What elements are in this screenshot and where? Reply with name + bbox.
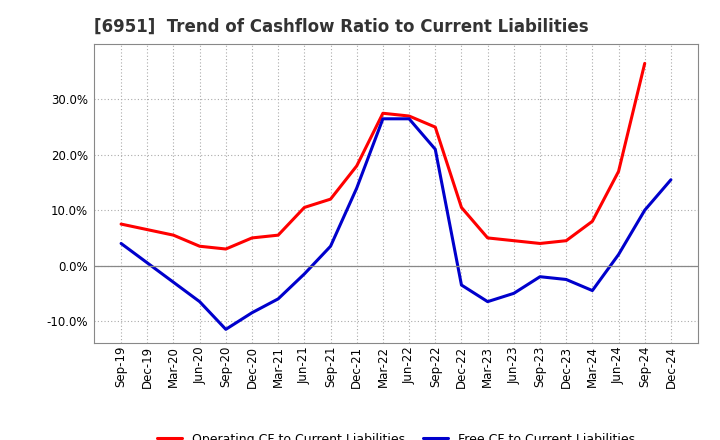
Text: [6951]  Trend of Cashflow Ratio to Current Liabilities: [6951] Trend of Cashflow Ratio to Curren… — [94, 18, 588, 36]
Operating CF to Current Liabilities — [483, 235, 492, 241]
Free CF to Current Liabilities — [222, 327, 230, 332]
Operating CF to Current Liabilities — [614, 169, 623, 174]
Operating CF to Current Liabilities — [457, 205, 466, 210]
Operating CF to Current Liabilities — [248, 235, 256, 241]
Operating CF to Current Liabilities — [326, 197, 335, 202]
Free CF to Current Liabilities — [379, 116, 387, 121]
Operating CF to Current Liabilities — [300, 205, 309, 210]
Operating CF to Current Liabilities — [143, 227, 152, 232]
Operating CF to Current Liabilities — [536, 241, 544, 246]
Operating CF to Current Liabilities — [562, 238, 570, 243]
Free CF to Current Liabilities — [562, 277, 570, 282]
Line: Operating CF to Current Liabilities: Operating CF to Current Liabilities — [121, 63, 644, 249]
Operating CF to Current Liabilities — [588, 219, 597, 224]
Free CF to Current Liabilities — [195, 299, 204, 304]
Legend: Operating CF to Current Liabilities, Free CF to Current Liabilities: Operating CF to Current Liabilities, Fre… — [151, 428, 641, 440]
Free CF to Current Liabilities — [300, 271, 309, 277]
Free CF to Current Liabilities — [510, 291, 518, 296]
Free CF to Current Liabilities — [405, 116, 413, 121]
Operating CF to Current Liabilities — [431, 125, 440, 130]
Operating CF to Current Liabilities — [405, 114, 413, 119]
Operating CF to Current Liabilities — [117, 221, 125, 227]
Line: Free CF to Current Liabilities: Free CF to Current Liabilities — [121, 119, 671, 330]
Operating CF to Current Liabilities — [379, 110, 387, 116]
Free CF to Current Liabilities — [457, 282, 466, 288]
Free CF to Current Liabilities — [326, 244, 335, 249]
Operating CF to Current Liabilities — [352, 163, 361, 169]
Operating CF to Current Liabilities — [169, 232, 178, 238]
Free CF to Current Liabilities — [143, 260, 152, 265]
Free CF to Current Liabilities — [274, 296, 282, 301]
Free CF to Current Liabilities — [588, 288, 597, 293]
Operating CF to Current Liabilities — [195, 244, 204, 249]
Free CF to Current Liabilities — [483, 299, 492, 304]
Free CF to Current Liabilities — [352, 185, 361, 191]
Operating CF to Current Liabilities — [640, 61, 649, 66]
Free CF to Current Liabilities — [640, 208, 649, 213]
Free CF to Current Liabilities — [169, 279, 178, 285]
Free CF to Current Liabilities — [431, 147, 440, 152]
Free CF to Current Liabilities — [536, 274, 544, 279]
Operating CF to Current Liabilities — [222, 246, 230, 252]
Operating CF to Current Liabilities — [510, 238, 518, 243]
Operating CF to Current Liabilities — [274, 232, 282, 238]
Free CF to Current Liabilities — [248, 310, 256, 315]
Free CF to Current Liabilities — [667, 177, 675, 183]
Free CF to Current Liabilities — [117, 241, 125, 246]
Free CF to Current Liabilities — [614, 252, 623, 257]
